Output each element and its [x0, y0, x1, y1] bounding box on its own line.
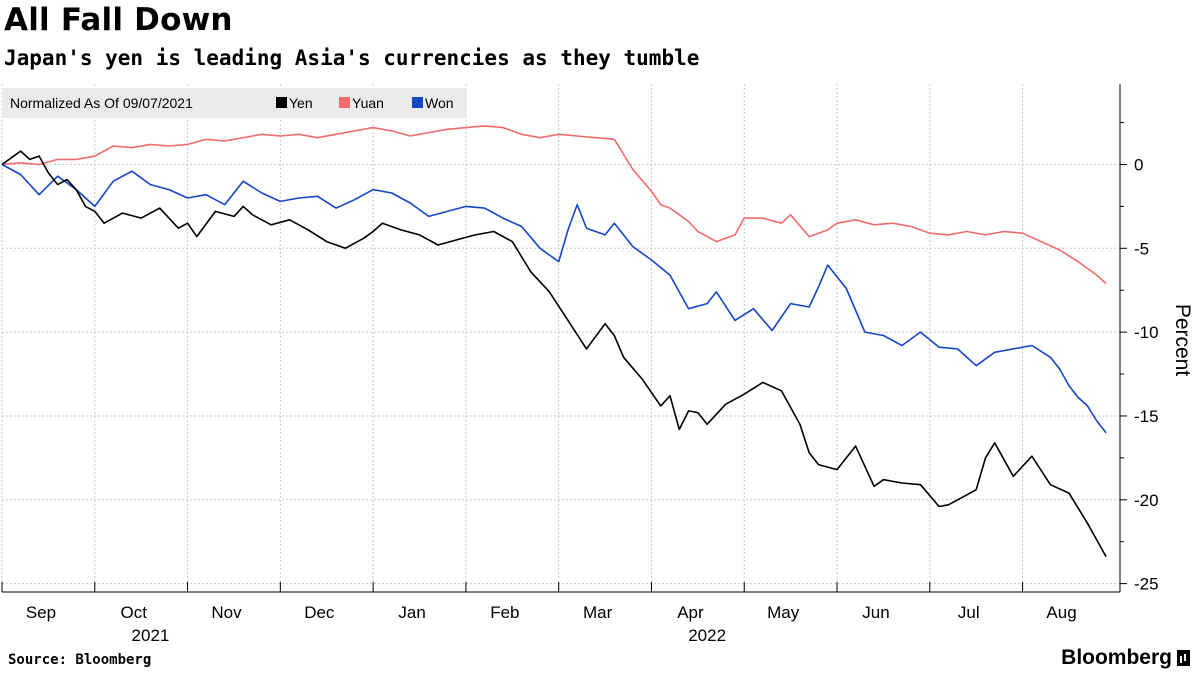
axes: 0 -5 -10 -15 -20 -25 Sep Oct Nov Dec Jan Feb Mar Apr M… [1, 84, 1159, 645]
y-axis-title: Percent [1171, 304, 1194, 377]
bloomberg-terminal-icon [1177, 650, 1190, 666]
legend-label-yen: Yen [289, 95, 313, 111]
x-tick-label: Aug [1046, 603, 1076, 622]
series-line-yen [1, 150, 1107, 558]
y-tick-label: -5 [1134, 239, 1149, 258]
legend-label-won: Won [425, 95, 454, 111]
chart-title: All Fall Down [4, 2, 233, 38]
legend-swatch-yuan [339, 97, 350, 108]
x-tick-label: Nov [211, 603, 242, 622]
y-tick-label: 0 [1134, 155, 1143, 174]
x-tick-label: Mar [583, 603, 613, 622]
x-tick-label: Jan [398, 603, 425, 622]
x-tick-label: Apr [677, 603, 704, 622]
legend-label-yuan: Yuan [352, 95, 384, 111]
x-tick-label: Feb [490, 603, 519, 622]
x-tick-label: Oct [121, 603, 148, 622]
legend: Normalized As Of 09/07/2021 Yen Yuan Won [2, 88, 467, 118]
y-tick-label: -25 [1134, 575, 1159, 594]
chart-subtitle: Japan's yen is leading Asia's currencies… [4, 46, 700, 70]
y-tick-label: -15 [1134, 407, 1159, 426]
legend-background [2, 88, 467, 118]
x-tick-label: Sep [26, 603, 56, 622]
legend-swatch-won [412, 97, 423, 108]
bloomberg-logo: Bloomberg [1061, 646, 1190, 670]
x-year-label: 2022 [688, 626, 726, 645]
source-note: Source: Bloomberg [8, 652, 152, 668]
logo-wordmark: Bloomberg [1061, 646, 1172, 669]
y-tick-label: -10 [1134, 323, 1159, 342]
y-tick-label: -20 [1134, 491, 1159, 510]
grid-lines [1, 84, 1120, 592]
legend-title: Normalized As Of 09/07/2021 [10, 95, 193, 111]
series-lines [1, 125, 1107, 558]
series-line-won [1, 163, 1107, 434]
x-tick-label: Jun [862, 603, 889, 622]
x-tick-label: Jul [958, 603, 980, 622]
x-tick-label: May [767, 603, 800, 622]
legend-swatch-yen [276, 97, 287, 108]
x-year-label: 2021 [132, 626, 170, 645]
x-tick-label: Dec [304, 603, 335, 622]
series-line-yuan [1, 125, 1107, 285]
